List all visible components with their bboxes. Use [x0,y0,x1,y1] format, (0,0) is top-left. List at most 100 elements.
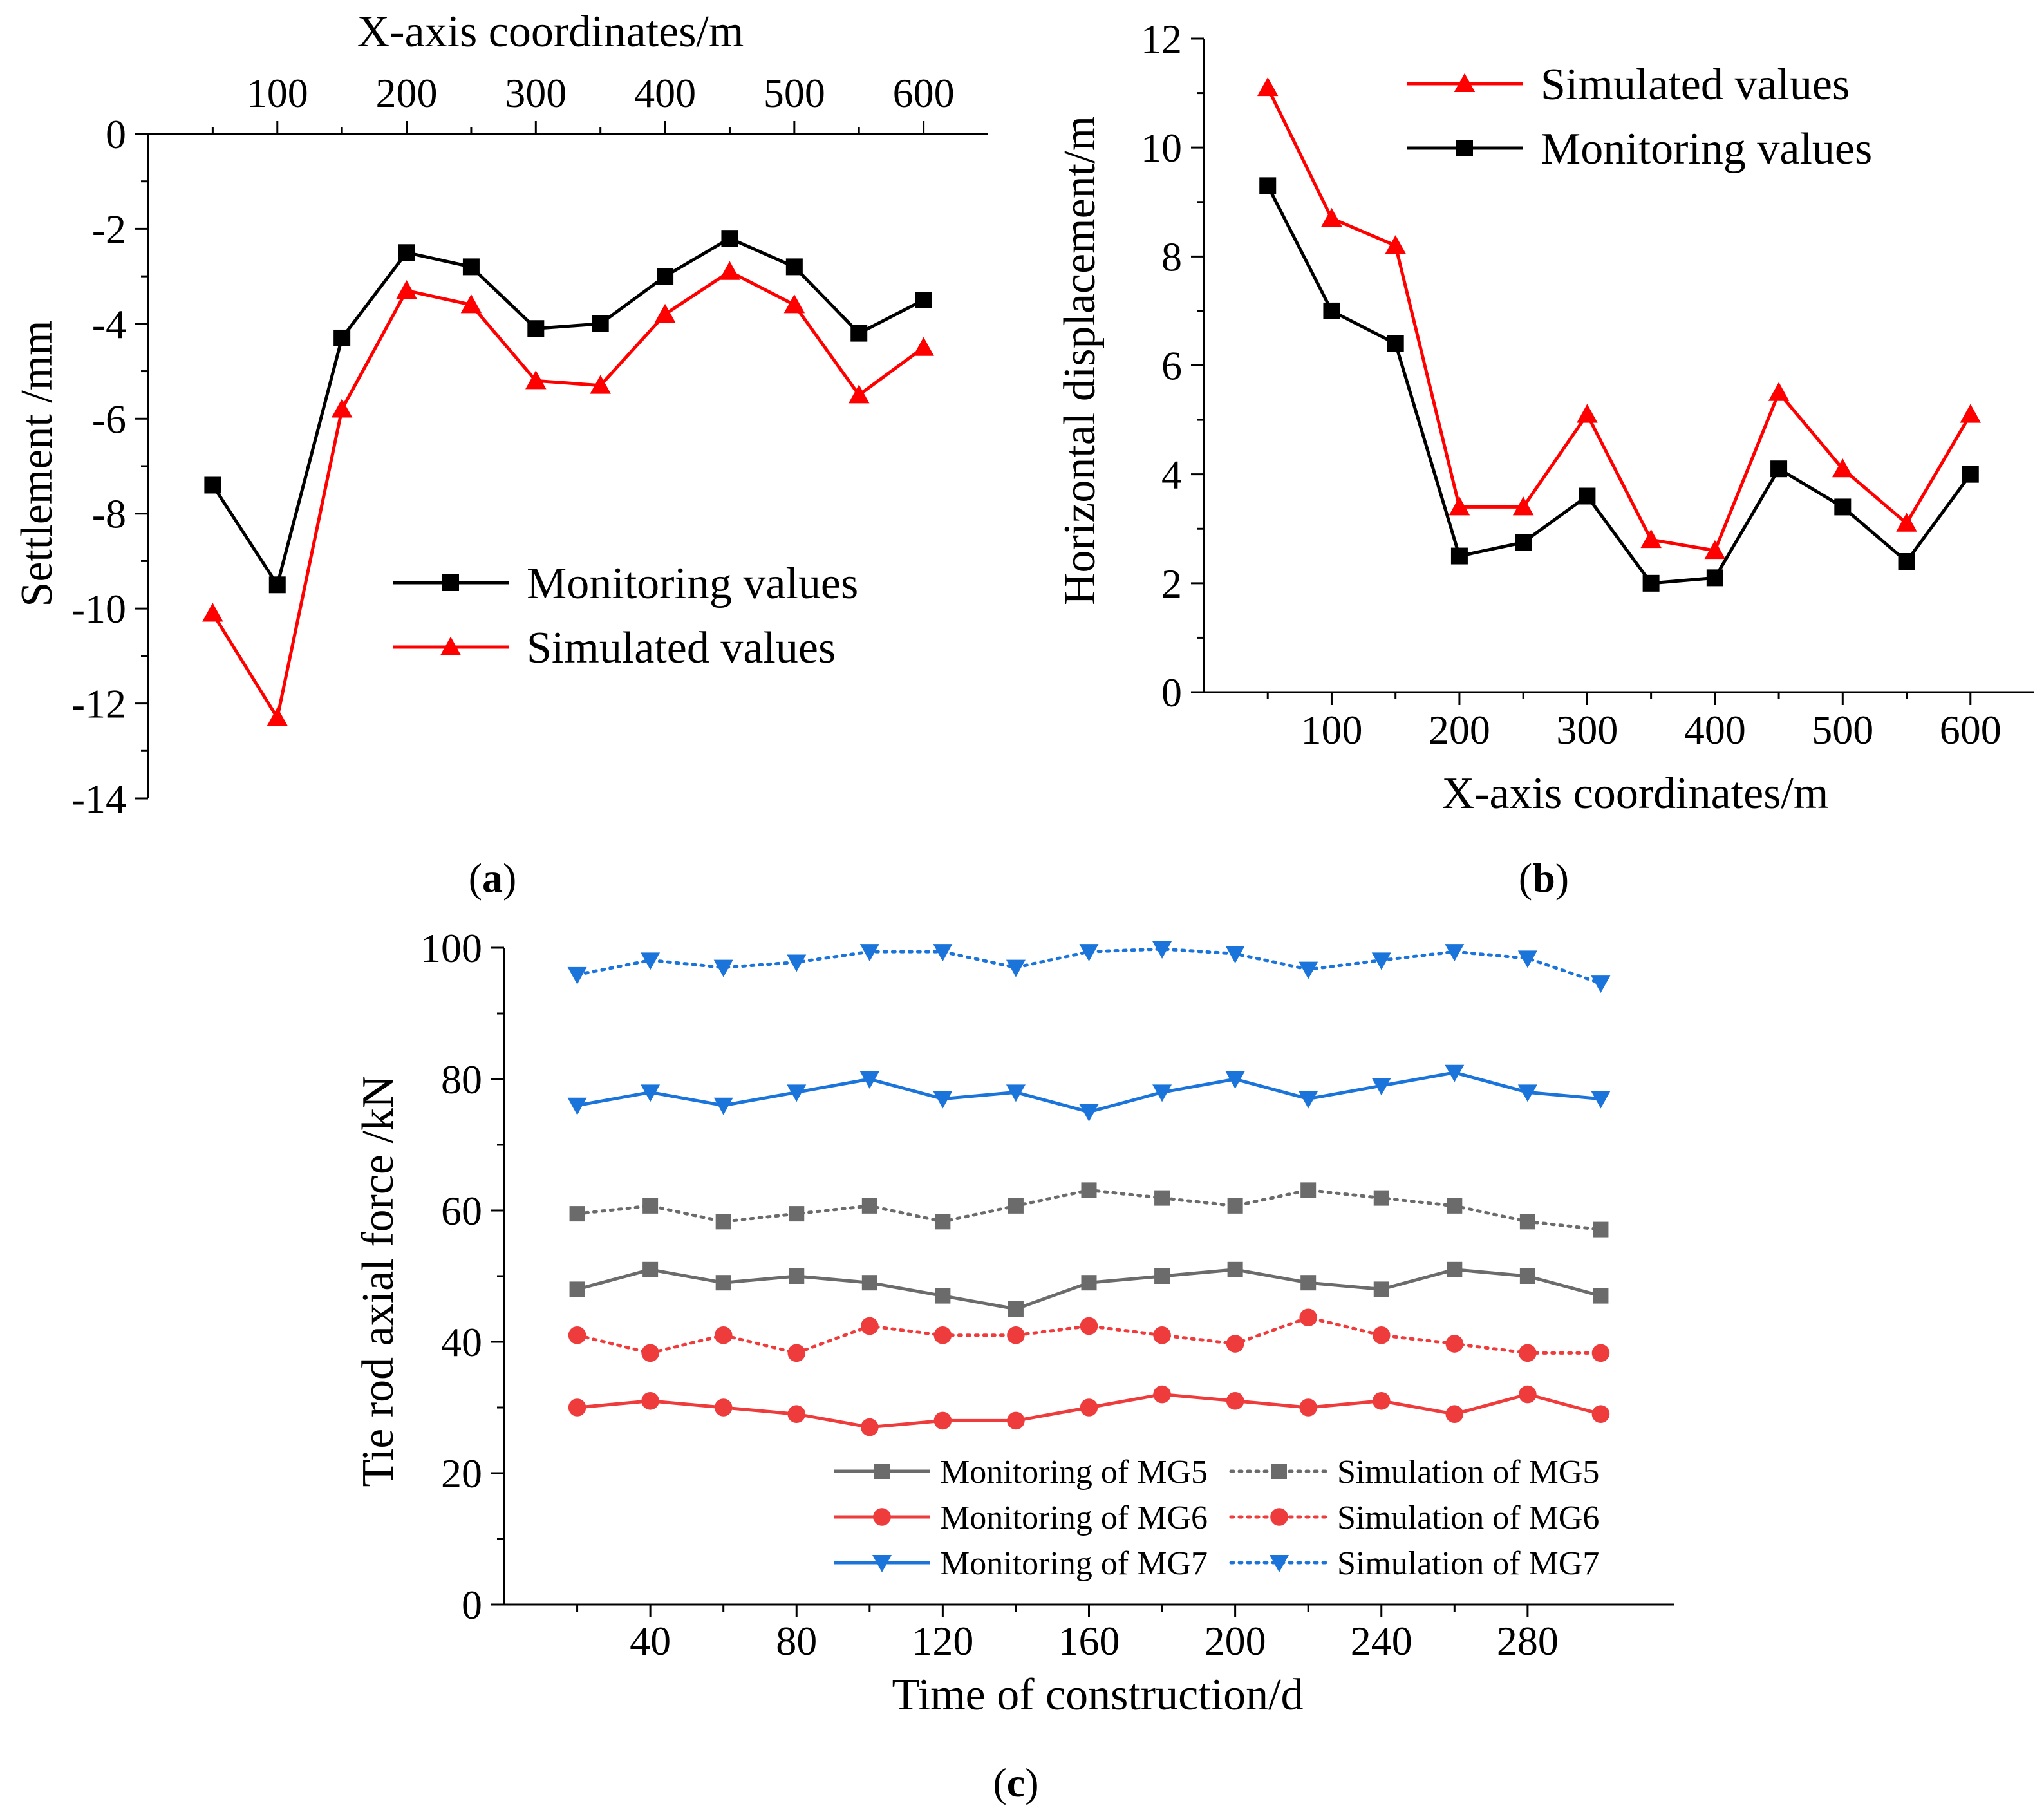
data-point [1007,1326,1025,1344]
legend-item: Simulation of MG5 [1229,1454,1599,1491]
data-point [1081,1275,1097,1291]
data-point [1259,177,1277,194]
data-point [1079,1104,1099,1122]
data-point [1960,404,1982,423]
y-tick-label: 12 [1141,16,1182,62]
data-point [714,1326,733,1344]
x-tick-label: 120 [912,1618,973,1664]
data-point [398,244,415,261]
data-point [719,261,740,280]
data-point [713,959,733,977]
series-line [1266,185,1972,585]
data-point [783,294,805,314]
data-point [657,268,674,285]
data-point [333,329,351,346]
x-axis-title: Time of construction/d [892,1670,1303,1720]
data-point [1704,540,1726,560]
data-point [787,1084,807,1102]
data-point [1081,1182,1097,1198]
legend-marker [1454,73,1476,92]
data-point [1257,77,1279,97]
data-point [1225,1071,1245,1089]
data-point [713,1097,733,1115]
x-tick-label: 160 [1058,1618,1120,1664]
data-point [933,1411,952,1430]
series-monitoring-of-mg5 [569,1261,1609,1317]
data-point [1591,975,1611,993]
data-point [1153,1326,1171,1344]
data-point [1008,1198,1024,1214]
data-point [715,1214,731,1230]
data-point [1225,946,1245,964]
x-tick-label: 280 [1497,1618,1559,1664]
x-tick-label: 240 [1351,1618,1412,1664]
legend-item: Simulated values [393,623,836,673]
legend-item: Simulation of MG6 [1229,1500,1599,1536]
data-point [1579,487,1596,505]
data-point [1006,959,1026,977]
series-monitoring-values [1259,177,1979,592]
data-point [933,1091,953,1109]
data-point [850,325,868,342]
chart-panel-a: 100 200 300 400 500 600 0 -2 -4 -6 -8 -10 -12 -14 X-ax… [12,7,988,901]
legend: Simulated values Monitoring values [1407,60,1872,174]
data-point [1227,1198,1243,1214]
series-monitoring-of-mg6 [568,1385,1610,1436]
data-point [1371,952,1391,970]
data-point [861,1198,877,1214]
legend-label: Monitoring of MG6 [940,1500,1208,1536]
y-tick-label: -2 [92,206,126,252]
data-point [590,375,611,394]
data-point [861,1275,877,1291]
data-point [396,280,417,299]
data-point [1445,1335,1464,1353]
series-simulation-of-mg7 [567,941,1611,993]
legend-marker [1456,140,1473,156]
data-point [525,370,547,390]
data-point [204,476,221,494]
data-point [714,1398,733,1417]
data-point [1832,458,1853,478]
data-point [1445,944,1465,962]
legend-marker [874,1464,890,1479]
y-tick-label: 100 [420,925,482,971]
data-point [642,1198,659,1214]
y-tick-label: -12 [71,681,126,727]
legend-marker [1271,1464,1287,1479]
x-axis-title: X-axis coordinates/m [1442,769,1829,818]
y-tick-label: 4 [1161,452,1182,498]
data-point [787,954,807,972]
data-point [1385,235,1406,254]
data-point [1593,1221,1609,1238]
data-point [1591,1091,1611,1109]
data-point [1006,1084,1026,1102]
x-axis-title: X-axis coordinates/m [357,7,744,57]
x-tick-label: 100 [1300,707,1362,753]
legend-label: Monitoring values [527,559,858,608]
legend-item: Monitoring of MG7 [834,1545,1208,1582]
panel-label: (c) [993,1760,1038,1805]
legend: Monitoring of MG5 Monitoring of MG6 Monito… [834,1454,1599,1582]
data-point [567,966,587,984]
series-simulated-values [1257,77,1982,560]
panel-label: (a) [469,855,517,901]
x-tick-label: 100 [247,70,308,116]
series-monitoring-of-mg7 [567,1064,1611,1122]
data-point [1227,1261,1243,1277]
y-tick-label: 0 [1161,670,1182,715]
y-tick-label: -14 [71,776,126,822]
data-point [1519,1385,1537,1404]
legend-item: Monitoring values [1407,124,1872,174]
series-simulated-values [202,261,934,726]
chart-panel-b: 100 200 300 400 500 600 0 2 4 6 8 10 12 X-axis coordi… [1055,16,2034,901]
y-axis-title: Settlement /mm [12,320,62,607]
data-point [859,1071,879,1089]
data-point [1152,1084,1172,1102]
legend-label: Monitoring of MG7 [940,1545,1208,1582]
legend-item: Simulated values [1407,60,1850,109]
y-tick-label: 0 [106,111,126,157]
data-point [787,1405,806,1423]
data-point [1153,1385,1171,1404]
data-point [1591,1405,1610,1423]
data-point [913,337,934,356]
